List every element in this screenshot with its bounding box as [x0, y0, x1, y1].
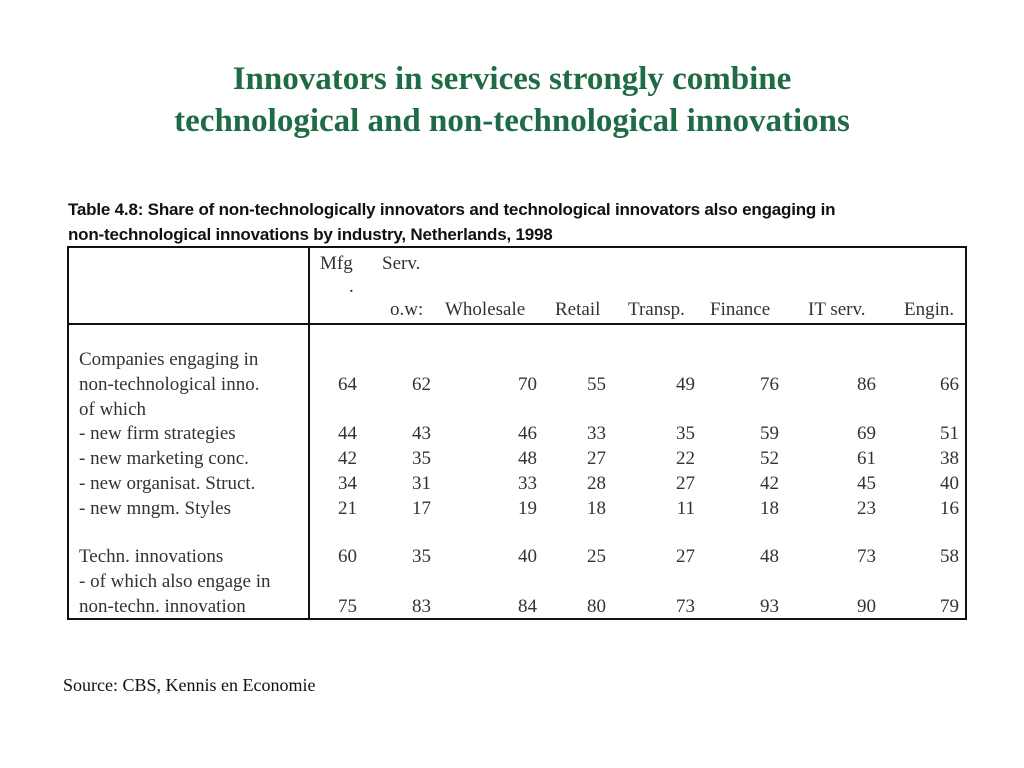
row-label-companies-2: non-technological inno. — [79, 374, 260, 395]
header-engin: Engin. — [904, 299, 955, 320]
header-finance: Finance — [710, 299, 771, 320]
cell-firm-strategies-finance: 59 — [760, 423, 779, 444]
row-label-of-which: of which — [79, 399, 147, 420]
cell-also-it-serv: 90 — [857, 596, 876, 617]
row-label-also-1: - of which also engage in — [79, 571, 271, 592]
cell-techn-mfg: 60 — [338, 546, 357, 567]
cell-marketing-wholesale: 48 — [518, 448, 537, 469]
header-wholesale: Wholesale — [445, 299, 526, 320]
header-divider — [69, 323, 965, 325]
cell-companies-mfg: 64 — [338, 374, 357, 395]
cell-techn-transp: 27 — [676, 546, 695, 567]
cell-marketing-finance: 52 — [760, 448, 779, 469]
row-label-also-2: non-techn. innovation — [79, 596, 246, 617]
cell-techn-retail: 25 — [587, 546, 606, 567]
label-column-divider — [308, 248, 310, 618]
data-table: Mfg . Serv. o.w: Wholesale Retail Transp… — [67, 246, 967, 620]
cell-also-mfg: 75 — [338, 596, 357, 617]
cell-marketing-mfg: 42 — [338, 448, 357, 469]
slide-title: Innovators in services strongly combine … — [0, 58, 1024, 142]
cell-techn-finance: 48 — [760, 546, 779, 567]
cell-firm-strategies-serv: 43 — [412, 423, 431, 444]
cell-firm-strategies-engin: 51 — [940, 423, 959, 444]
header-ow: o.w: — [390, 299, 424, 320]
cell-also-finance: 93 — [760, 596, 779, 617]
row-label-organisat: - new organisat. Struct. — [79, 473, 256, 494]
row-label-firm-strategies: - new firm strategies — [79, 423, 236, 444]
cell-organisat-engin: 40 — [940, 473, 959, 494]
cell-mngm-engin: 16 — [940, 498, 959, 519]
cell-organisat-serv: 31 — [412, 473, 431, 494]
header-serv: Serv. — [382, 253, 421, 274]
cell-techn-wholesale: 40 — [518, 546, 537, 567]
cell-firm-strategies-it-serv: 69 — [857, 423, 876, 444]
cell-marketing-it-serv: 61 — [857, 448, 876, 469]
cell-firm-strategies-wholesale: 46 — [518, 423, 537, 444]
cell-organisat-retail: 28 — [587, 473, 606, 494]
cell-mngm-wholesale: 19 — [518, 498, 537, 519]
cell-firm-strategies-retail: 33 — [587, 423, 606, 444]
cell-techn-engin: 58 — [940, 546, 959, 567]
header-mfg-dot: . — [349, 276, 354, 297]
cell-mngm-transp: 11 — [676, 498, 695, 519]
cell-also-serv: 83 — [412, 596, 431, 617]
cell-organisat-wholesale: 33 — [518, 473, 537, 494]
cell-techn-it-serv: 73 — [857, 546, 876, 567]
cell-companies-finance: 76 — [760, 374, 779, 395]
title-line-1: Innovators in services strongly combine — [232, 61, 792, 97]
row-label-mngm: - new mngm. Styles — [79, 498, 231, 519]
cell-marketing-transp: 22 — [676, 448, 695, 469]
header-retail: Retail — [555, 299, 601, 320]
cell-firm-strategies-mfg: 44 — [338, 423, 357, 444]
cell-mngm-finance: 18 — [760, 498, 779, 519]
cell-companies-transp: 49 — [676, 374, 695, 395]
row-label-companies-1: Companies engaging in — [79, 349, 259, 370]
cell-marketing-retail: 27 — [587, 448, 606, 469]
cell-firm-strategies-transp: 35 — [676, 423, 695, 444]
row-label-marketing: - new marketing conc. — [79, 448, 249, 469]
cell-marketing-serv: 35 — [412, 448, 431, 469]
cell-also-retail: 80 — [587, 596, 606, 617]
cell-mngm-mfg: 21 — [338, 498, 357, 519]
cell-organisat-finance: 42 — [760, 473, 779, 494]
cell-organisat-it-serv: 45 — [857, 473, 876, 494]
cell-companies-retail: 55 — [587, 374, 606, 395]
cell-also-engin: 79 — [940, 596, 959, 617]
cell-marketing-engin: 38 — [940, 448, 959, 469]
cell-also-wholesale: 84 — [518, 596, 537, 617]
cell-mngm-retail: 18 — [587, 498, 606, 519]
cell-organisat-transp: 27 — [676, 473, 695, 494]
header-transp: Transp. — [628, 299, 685, 320]
header-mfg: Mfg — [320, 253, 353, 274]
row-label-techn: Techn. innovations — [79, 546, 224, 567]
caption-line-2: non-technological innovations by industr… — [68, 225, 553, 244]
cell-mngm-it-serv: 23 — [857, 498, 876, 519]
cell-companies-it-serv: 86 — [857, 374, 876, 395]
title-line-2: technological and non-technological inno… — [174, 103, 850, 139]
cell-also-transp: 73 — [676, 596, 695, 617]
table-caption: Table 4.8: Share of non-technologically … — [68, 197, 973, 247]
caption-line-1: Table 4.8: Share of non-technologically … — [68, 200, 836, 219]
cell-organisat-mfg: 34 — [338, 473, 357, 494]
cell-companies-serv: 62 — [412, 374, 431, 395]
source-note: Source: CBS, Kennis en Economie — [63, 675, 316, 695]
cell-companies-engin: 66 — [940, 374, 959, 395]
cell-techn-serv: 35 — [412, 546, 431, 567]
header-it-serv: IT serv. — [808, 299, 866, 320]
cell-mngm-serv: 17 — [412, 498, 431, 519]
cell-companies-wholesale: 70 — [518, 374, 537, 395]
